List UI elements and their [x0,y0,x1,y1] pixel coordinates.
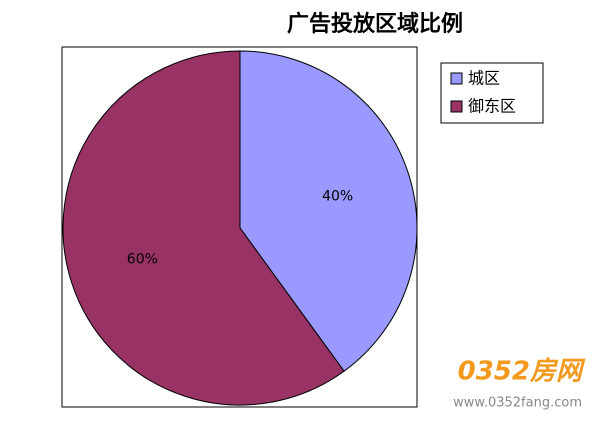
legend-swatch [450,72,463,85]
legend-swatch [450,100,463,113]
slice-label: 40% [322,188,353,204]
legend-label: 御东区 [468,97,516,116]
slice-label: 60% [127,252,158,268]
watermark-url: www.0352fang.com [453,396,582,411]
watermark-logo: 0352房网 [458,357,586,387]
chart-title: 广告投放区域比例 [287,11,463,37]
legend-label: 城区 [468,69,500,88]
pie-slice [62,50,345,406]
pie-slice [239,50,418,372]
